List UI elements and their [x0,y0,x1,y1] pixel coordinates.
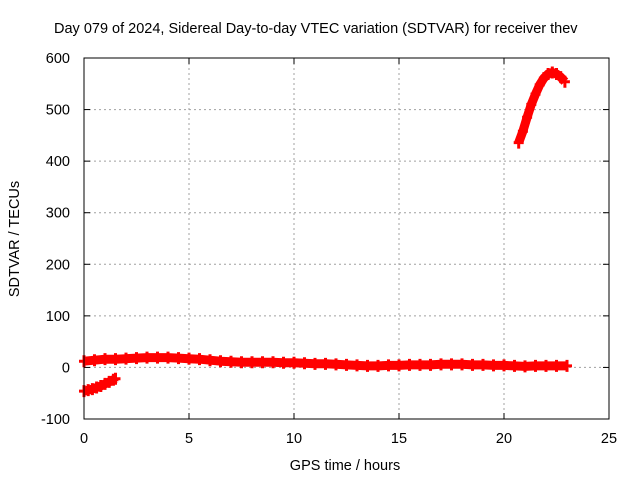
x-tick-label: 5 [185,431,193,447]
data-point [530,88,541,101]
x-tick-label: 25 [601,431,617,447]
data-point [268,356,278,369]
data-point [541,359,551,372]
x-tick-label: 15 [391,431,407,447]
data-point [415,358,425,371]
data-point [142,351,152,364]
data-point [331,358,341,371]
data-point [341,358,352,371]
data-point [520,360,530,373]
data-point [562,359,572,372]
data-point [310,357,320,370]
y-tick-label: 600 [46,51,70,67]
data-point [436,358,446,371]
data-point [499,359,509,372]
data-point [362,359,373,372]
data-point [517,125,528,138]
y-axis-label: SDTVAR / TECUs [7,181,23,297]
x-tick-label: 20 [496,431,512,447]
data-point [131,352,142,365]
x-tick-label: 10 [286,431,302,447]
chart-title: Day 079 of 2024, Sidereal Day-to-day VTE… [54,21,578,37]
data-point [352,359,362,372]
data-point [513,136,524,149]
y-tick-label: 100 [46,309,70,325]
data-point [100,353,110,366]
data-point [299,357,310,370]
data-point [373,359,383,372]
data-point [278,356,289,369]
y-tick-label: 200 [46,257,70,273]
data-point [110,353,121,366]
y-tick-label: 500 [46,103,70,119]
data-point [194,353,205,366]
data-point [509,359,520,372]
data-point [551,359,562,372]
data-point [559,75,570,88]
data-point [205,354,215,367]
data-point [478,358,488,371]
data-point [110,372,121,385]
data-point [488,359,499,372]
data-point [173,352,184,365]
data-point [215,355,226,368]
data-point [152,351,163,364]
y-tick-labels: -100 0 100 200 300 400 500 600 [41,51,70,428]
data-point [247,356,257,369]
x-tick-label: 0 [80,431,88,447]
plot-frame [83,57,610,420]
data-point [526,98,537,111]
y-tick-label: 0 [62,360,70,376]
data-series [79,66,572,398]
x-tick-labels: 0 5 10 15 20 25 [80,431,617,447]
data-point [257,356,268,369]
data-point [184,352,194,365]
data-point [467,358,478,371]
data-point [320,357,331,370]
data-point [236,356,247,369]
data-point [457,358,467,371]
y-tick-label: 400 [46,154,70,170]
x-axis-label: GPS time / hours [290,458,400,474]
data-point [394,359,404,372]
data-point [89,354,100,367]
data-point [289,356,299,369]
y-tick-label: 300 [46,206,70,222]
data-point [530,359,541,372]
data-point [534,78,545,91]
data-point [121,352,131,365]
data-point [226,355,236,368]
data-point [522,111,533,124]
data-point [446,358,457,371]
data-point [425,358,436,371]
data-point [383,359,394,372]
data-point [163,351,173,364]
data-point [404,358,415,371]
y-tick-label: -100 [41,412,70,428]
